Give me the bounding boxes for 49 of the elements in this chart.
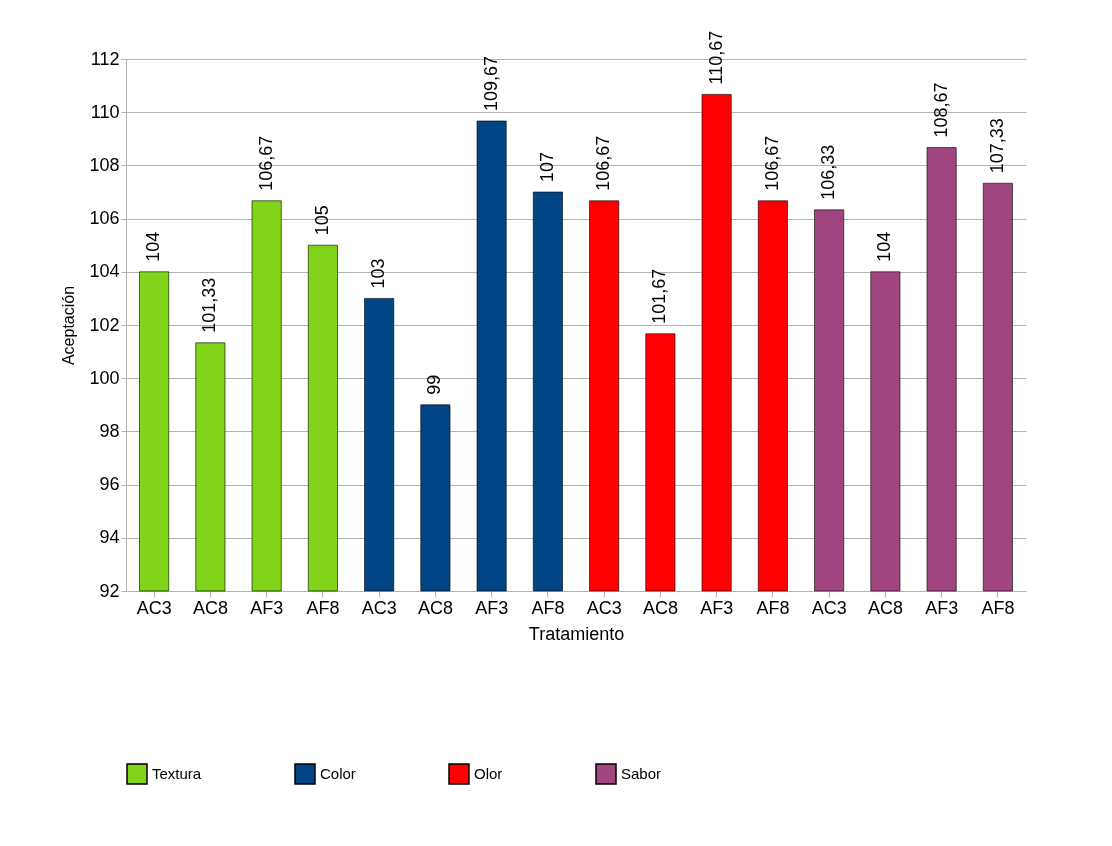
x-tick-label: AF8: [306, 597, 340, 618]
y-tick-label: 96: [99, 474, 120, 495]
y-tick-label: 92: [99, 580, 120, 601]
x-tick-label: AF3: [700, 597, 734, 618]
y-axis-title: Aceptación: [60, 285, 78, 366]
y-tick-label: 110: [90, 101, 120, 122]
data-label: 110,67: [705, 30, 726, 85]
x-tick-label: AF3: [475, 597, 509, 618]
x-tick-label: AF3: [925, 597, 959, 618]
data-label: 104: [143, 231, 164, 262]
legend-label: Olor: [474, 765, 503, 782]
legend-label: Sabor: [621, 765, 662, 782]
data-label: 106,67: [593, 135, 614, 191]
x-tick-label: AF8: [981, 597, 1015, 618]
x-tick-label: AC3: [586, 597, 622, 618]
y-tick-label: 108: [89, 154, 120, 175]
y-tick-label: 112: [90, 48, 120, 69]
y-tick-label: 104: [89, 261, 120, 282]
x-tick-label: AC8: [192, 597, 228, 618]
x-tick-label: AF3: [250, 597, 284, 618]
data-label: 101,67: [649, 268, 670, 324]
y-tick-label: 98: [99, 420, 120, 441]
x-tick-label: AC8: [867, 597, 903, 618]
data-label: 99: [424, 374, 445, 395]
data-label: 106,67: [761, 135, 782, 191]
data-label: 101,33: [199, 277, 220, 333]
legend-label: Color: [320, 765, 356, 782]
x-tick-label: AF8: [531, 597, 565, 618]
legend-label: Textura: [152, 765, 202, 782]
data-label: 103: [368, 258, 389, 289]
x-tick-label: AC3: [811, 597, 847, 618]
y-tick-label: 94: [99, 527, 120, 548]
data-label: 106,67: [255, 135, 276, 191]
data-label: 105: [311, 205, 332, 236]
x-tick-label: AC8: [417, 597, 453, 618]
data-label: 108,67: [930, 82, 951, 138]
data-label: 109,67: [480, 55, 501, 111]
data-label: 106,33: [818, 144, 839, 200]
x-tick-label: AC3: [361, 597, 397, 618]
data-label: 104: [874, 231, 895, 262]
x-tick-label: AF8: [756, 597, 790, 618]
x-tick-label: AC3: [136, 597, 172, 618]
y-tick-label: 102: [89, 314, 120, 335]
x-axis-title: Tratamiento: [528, 623, 625, 644]
x-tick-label: AC8: [642, 597, 678, 618]
y-tick-label: 100: [89, 367, 120, 388]
y-tick-label: 106: [89, 208, 120, 229]
data-label: 107: [536, 151, 557, 182]
data-label: 107,33: [986, 118, 1007, 174]
